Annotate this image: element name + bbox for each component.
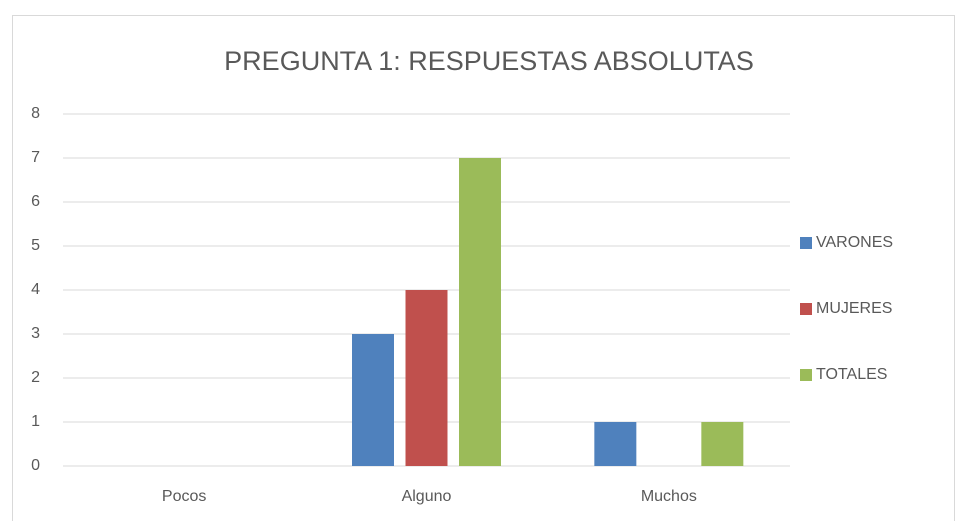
legend-label: VARONES <box>816 234 893 251</box>
legend-label: MUJERES <box>816 300 892 317</box>
y-tick-label: 4 <box>31 281 40 298</box>
bar <box>352 334 394 466</box>
x-tick-label: Alguno <box>402 488 452 505</box>
bar <box>701 422 744 466</box>
y-tick-label: 2 <box>31 369 40 386</box>
x-tick-label: Muchos <box>641 488 697 505</box>
bar <box>459 158 501 466</box>
legend-swatch <box>800 369 812 381</box>
y-tick-label: 0 <box>31 457 40 474</box>
bar <box>405 290 448 466</box>
y-tick-label: 7 <box>31 149 40 166</box>
x-tick-label: Pocos <box>162 488 206 505</box>
y-tick-label: 8 <box>31 105 40 122</box>
legend-swatch <box>800 303 812 315</box>
chart-title: PREGUNTA 1: RESPUESTAS ABSOLUTAS <box>224 46 754 76</box>
legend-label: TOTALES <box>816 366 887 383</box>
bar <box>594 422 637 466</box>
legend-swatch <box>800 237 812 249</box>
y-tick-label: 3 <box>31 325 40 342</box>
y-tick-label: 6 <box>31 193 40 210</box>
y-tick-label: 5 <box>31 237 40 254</box>
y-tick-label: 1 <box>31 413 40 430</box>
